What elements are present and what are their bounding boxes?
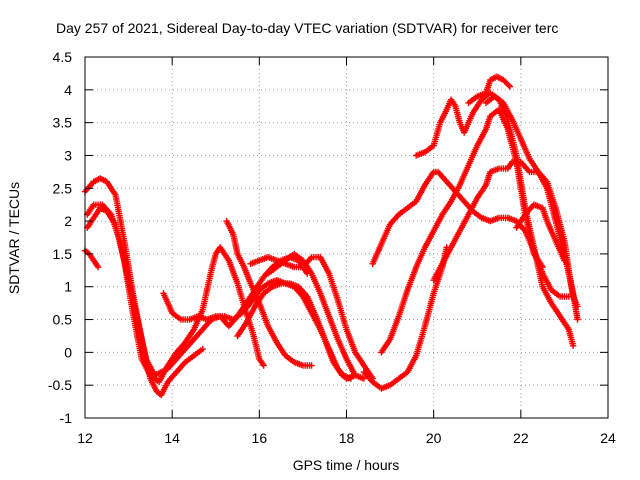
y-tick-label: 2 xyxy=(64,213,72,229)
x-tick-label: 20 xyxy=(426,430,442,446)
series-trace xyxy=(362,246,448,390)
y-tick-label: -1 xyxy=(60,410,73,426)
series-arc-15 xyxy=(465,73,514,107)
plus-markers xyxy=(223,217,315,369)
y-tick-label: 3 xyxy=(64,147,72,163)
y-tick-label: 4.5 xyxy=(53,49,73,65)
series-arc-10 xyxy=(360,244,450,392)
series-arc-9 xyxy=(264,250,368,382)
x-tick-label: 24 xyxy=(600,430,616,446)
x-tick-label: 16 xyxy=(252,430,268,446)
series-arc-13 xyxy=(378,106,546,356)
y-tick-label: 0.5 xyxy=(53,312,73,328)
series-arc-8 xyxy=(247,254,376,382)
y-tick-label: 0 xyxy=(64,344,72,360)
series-arc-7 xyxy=(234,280,355,382)
plus-markers xyxy=(247,254,376,382)
series-arc-6 xyxy=(223,217,315,369)
chart-title: Day 257 of 2021, Sidereal Day-to-day VTE… xyxy=(56,20,558,36)
y-tick-label: 2.5 xyxy=(53,180,73,196)
x-axis-tick-labels: 12 14 16 18 20 22 24 xyxy=(77,430,616,446)
x-tick-label: 14 xyxy=(164,430,180,446)
y-tick-label: -0.5 xyxy=(48,377,72,393)
x-axis-label: GPS time / hours xyxy=(293,457,400,473)
plus-markers xyxy=(234,280,355,382)
plus-markers xyxy=(465,73,514,107)
plus-markers xyxy=(513,201,568,264)
plus-markers xyxy=(378,106,546,356)
x-tick-label: 12 xyxy=(77,430,93,446)
y-tick-label: 1 xyxy=(64,279,72,295)
y-axis-label: SDTVAR / TECUs xyxy=(6,182,22,294)
y-tick-label: 1.5 xyxy=(53,246,73,262)
series-arc-17 xyxy=(513,201,568,264)
axis-ticks xyxy=(84,56,609,419)
y-tick-label: 4 xyxy=(64,82,72,98)
y-axis-tick-labels: -1 -0.5 0 0.5 1 1.5 2 2.5 3 3.5 4 4.5 xyxy=(48,49,72,426)
x-tick-label: 18 xyxy=(339,430,355,446)
series-arc-3 xyxy=(81,247,102,271)
plus-markers xyxy=(264,250,368,382)
plus-markers xyxy=(482,93,581,310)
x-tick-label: 22 xyxy=(513,430,529,446)
series-arc-16 xyxy=(482,93,581,310)
plus-markers xyxy=(360,244,450,392)
y-tick-label: 3.5 xyxy=(53,115,73,131)
data-series xyxy=(81,73,581,399)
series-trace xyxy=(484,95,579,308)
